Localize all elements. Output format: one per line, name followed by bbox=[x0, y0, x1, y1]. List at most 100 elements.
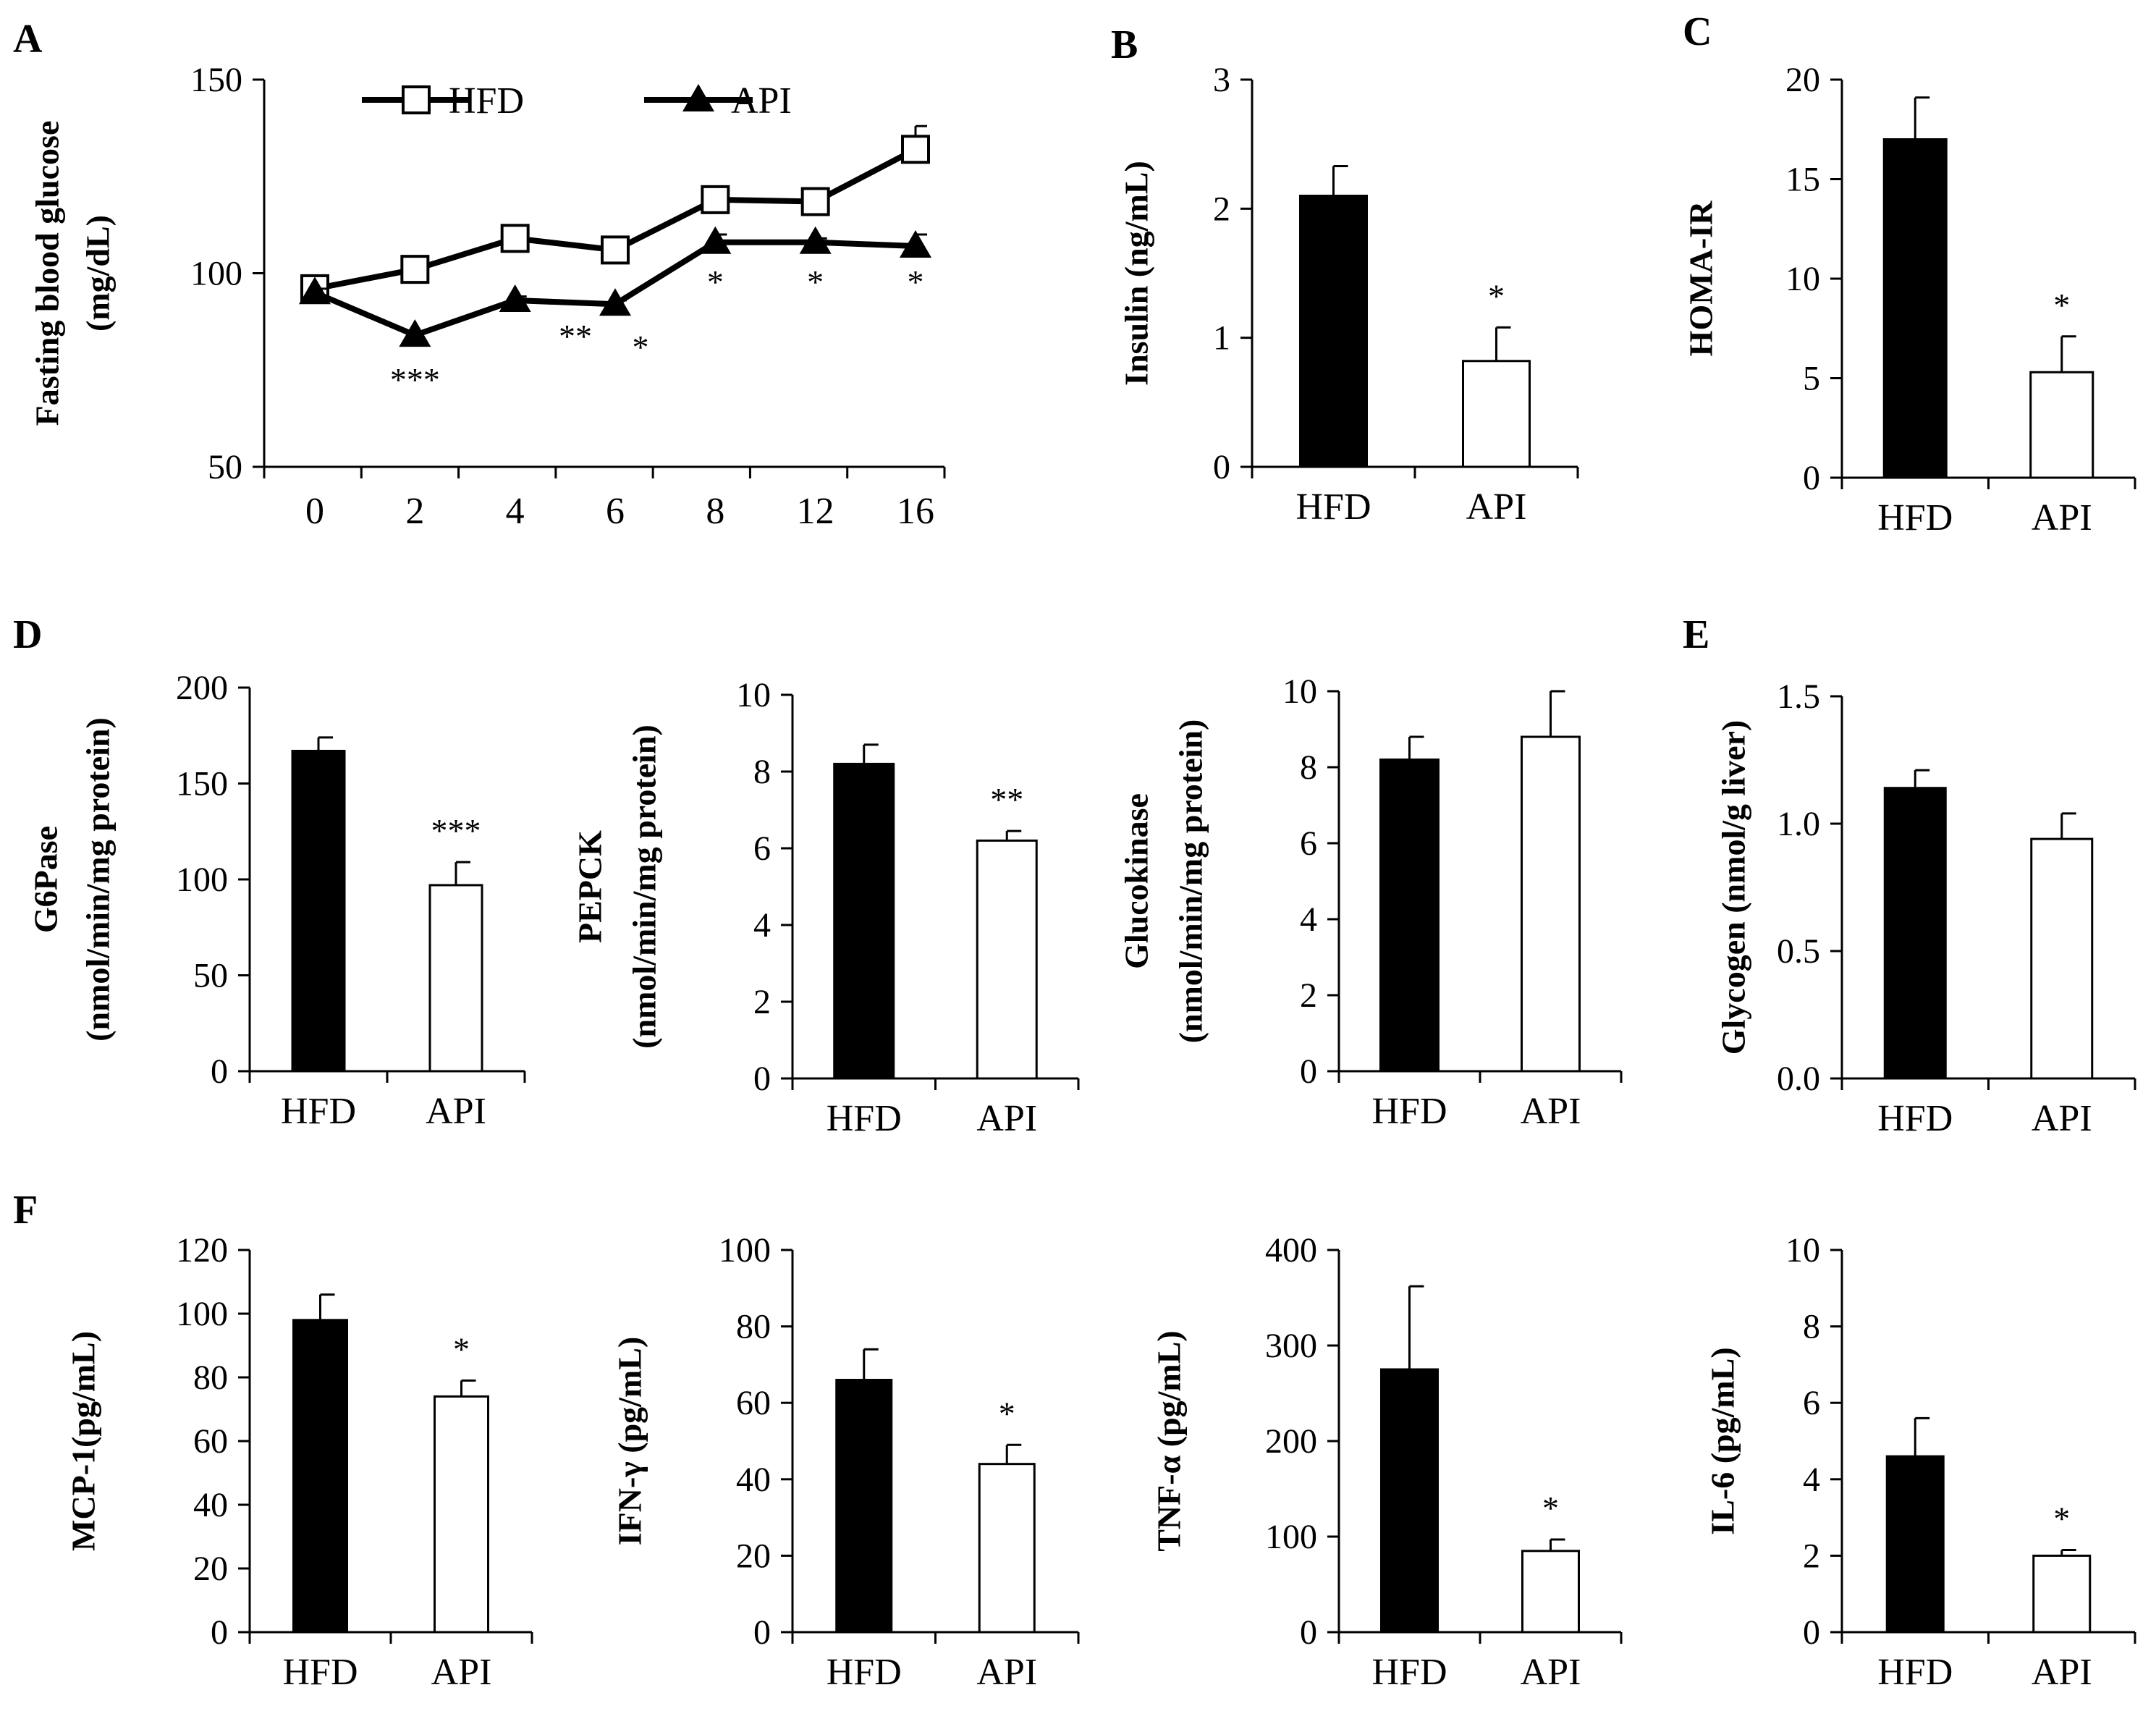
x-category-label: HFD bbox=[1877, 497, 1953, 538]
x-category-label: API bbox=[2032, 1098, 2092, 1139]
y-tick-label: 6 bbox=[1300, 824, 1317, 863]
x-category-label: HFD bbox=[1371, 1091, 1447, 1132]
x-category-label: HFD bbox=[827, 1652, 902, 1693]
bar-api bbox=[434, 1395, 489, 1634]
significance-mark: * bbox=[999, 1395, 1015, 1432]
x-category-label: 8 bbox=[706, 491, 724, 532]
y-axis-title: PEPCK bbox=[572, 830, 609, 943]
y-tick-label: 4 bbox=[1803, 1461, 1820, 1499]
y-axis-title: Fasting blood glucose bbox=[29, 121, 66, 426]
y-tick-label: 0.0 bbox=[1777, 1060, 1820, 1098]
x-category-label: HFD bbox=[282, 1652, 358, 1693]
y-tick-label: 8 bbox=[753, 753, 771, 791]
point-hfd bbox=[701, 185, 730, 214]
x-category-label: 12 bbox=[797, 491, 834, 532]
y-tick-label: 0.5 bbox=[1777, 932, 1820, 971]
y-axis-title: Glucokinase bbox=[1118, 793, 1155, 969]
panel-D3: Glucokinase (nmol/min/mg protein) 0 2 4 6 8 10 H… bbox=[1118, 672, 1623, 1132]
y-axis-title: HOMA-IR bbox=[1683, 200, 1720, 356]
x-category-label: API bbox=[1521, 1652, 1581, 1693]
point-api bbox=[900, 230, 931, 258]
y-tick-label: 2 bbox=[753, 983, 771, 1021]
bar-api bbox=[2032, 1554, 2092, 1634]
y-axis-title: IL-6 (pg/mL) bbox=[1704, 1347, 1741, 1534]
y-tick-label: 6 bbox=[753, 829, 771, 868]
y-tick-label: 80 bbox=[736, 1308, 771, 1346]
y-tick-label: 0 bbox=[1213, 448, 1230, 486]
x-category-label: HFD bbox=[1295, 486, 1371, 528]
significance-mark: * bbox=[707, 263, 724, 300]
y-tick-label: 2 bbox=[1300, 976, 1317, 1015]
x-category-label: API bbox=[426, 1091, 486, 1132]
y-axis-title: Insulin (ng/mL) bbox=[1118, 161, 1155, 386]
point-api bbox=[599, 288, 631, 316]
y-tick-label: 10 bbox=[1785, 260, 1820, 298]
significance-mark: * bbox=[2053, 1500, 2070, 1537]
y-tick-label: 6 bbox=[1803, 1384, 1820, 1422]
significance-mark: * bbox=[908, 263, 924, 300]
y-tick-label: 40 bbox=[193, 1486, 228, 1524]
legend-marker-hfd bbox=[402, 85, 431, 114]
point-hfd bbox=[601, 235, 630, 265]
x-category-label: 0 bbox=[305, 491, 324, 532]
y-axis-title: (nmol/min/mg protein) bbox=[1172, 719, 1209, 1044]
y-tick-label: 60 bbox=[736, 1384, 771, 1422]
legend-marker-api bbox=[682, 84, 714, 111]
bar-api bbox=[2029, 371, 2094, 479]
x-category-label: 6 bbox=[606, 491, 625, 532]
point-api bbox=[699, 226, 732, 254]
y-tick-label: 0 bbox=[211, 1613, 228, 1652]
y-tick-label: 1 bbox=[1213, 319, 1230, 358]
y-tick-label: 100 bbox=[719, 1231, 771, 1270]
point-api bbox=[499, 284, 531, 312]
significance-mark: ** bbox=[559, 318, 592, 355]
legend-label-api: API bbox=[731, 80, 792, 122]
y-tick-label: 4 bbox=[1300, 900, 1317, 939]
x-category-label: 4 bbox=[506, 491, 525, 532]
y-tick-label: 80 bbox=[193, 1359, 228, 1397]
panel-letter: C bbox=[1683, 9, 1712, 54]
y-tick-label: 10 bbox=[1282, 672, 1317, 711]
y-tick-label: 400 bbox=[1265, 1231, 1317, 1270]
y-tick-label: 150 bbox=[176, 765, 228, 803]
y-tick-label: 2 bbox=[1803, 1537, 1820, 1575]
y-tick-label: 200 bbox=[176, 669, 228, 707]
y-tick-label: 200 bbox=[1265, 1422, 1317, 1461]
panel-F3: TNF-α (pg/mL) 0 100 200 300 400 HFD API * bbox=[1151, 1231, 1623, 1693]
y-tick-label: 300 bbox=[1265, 1327, 1317, 1365]
bar-hfd bbox=[835, 1379, 893, 1634]
y-tick-label: 20 bbox=[1785, 61, 1820, 99]
x-category-label: 16 bbox=[897, 491, 934, 532]
point-api bbox=[799, 226, 832, 254]
bar-hfd bbox=[1882, 138, 1948, 479]
y-tick-label: 1.0 bbox=[1777, 805, 1820, 843]
x-category-label: API bbox=[1521, 1091, 1581, 1132]
x-category-label: HFD bbox=[281, 1091, 356, 1132]
bar-api bbox=[2030, 837, 2094, 1080]
point-hfd bbox=[400, 255, 430, 284]
point-hfd bbox=[500, 224, 530, 253]
x-category-label: API bbox=[2032, 1652, 2092, 1693]
x-category-label: HFD bbox=[1371, 1652, 1447, 1693]
y-tick-label: 15 bbox=[1785, 161, 1820, 199]
y-tick-label: 60 bbox=[193, 1422, 228, 1461]
bar-hfd bbox=[833, 762, 895, 1080]
y-tick-label: 10 bbox=[1785, 1231, 1820, 1270]
panel-D1: D G6Pase (nmol/min/mg protein) 0 50 100 150 200… bbox=[13, 612, 526, 1132]
y-tick-label: 120 bbox=[176, 1231, 228, 1270]
y-axis-title: (nmol/min/mg protein) bbox=[626, 725, 663, 1049]
y-tick-label: 3 bbox=[1213, 61, 1230, 99]
significance-mark: * bbox=[453, 1330, 470, 1367]
panel-letter: D bbox=[13, 612, 42, 657]
point-api bbox=[299, 276, 331, 305]
point-api bbox=[399, 319, 431, 347]
bar-hfd bbox=[1379, 759, 1440, 1073]
y-tick-label: 10 bbox=[736, 676, 771, 714]
bar-api bbox=[428, 884, 483, 1073]
significance-mark: * bbox=[633, 329, 649, 366]
y-tick-label: 20 bbox=[736, 1537, 771, 1575]
y-tick-label: 8 bbox=[1803, 1308, 1820, 1346]
significance-mark: * bbox=[1488, 277, 1505, 314]
panel-C: C HOMA-IR 0 5 10 15 20 HFD API * bbox=[1683, 9, 2136, 538]
